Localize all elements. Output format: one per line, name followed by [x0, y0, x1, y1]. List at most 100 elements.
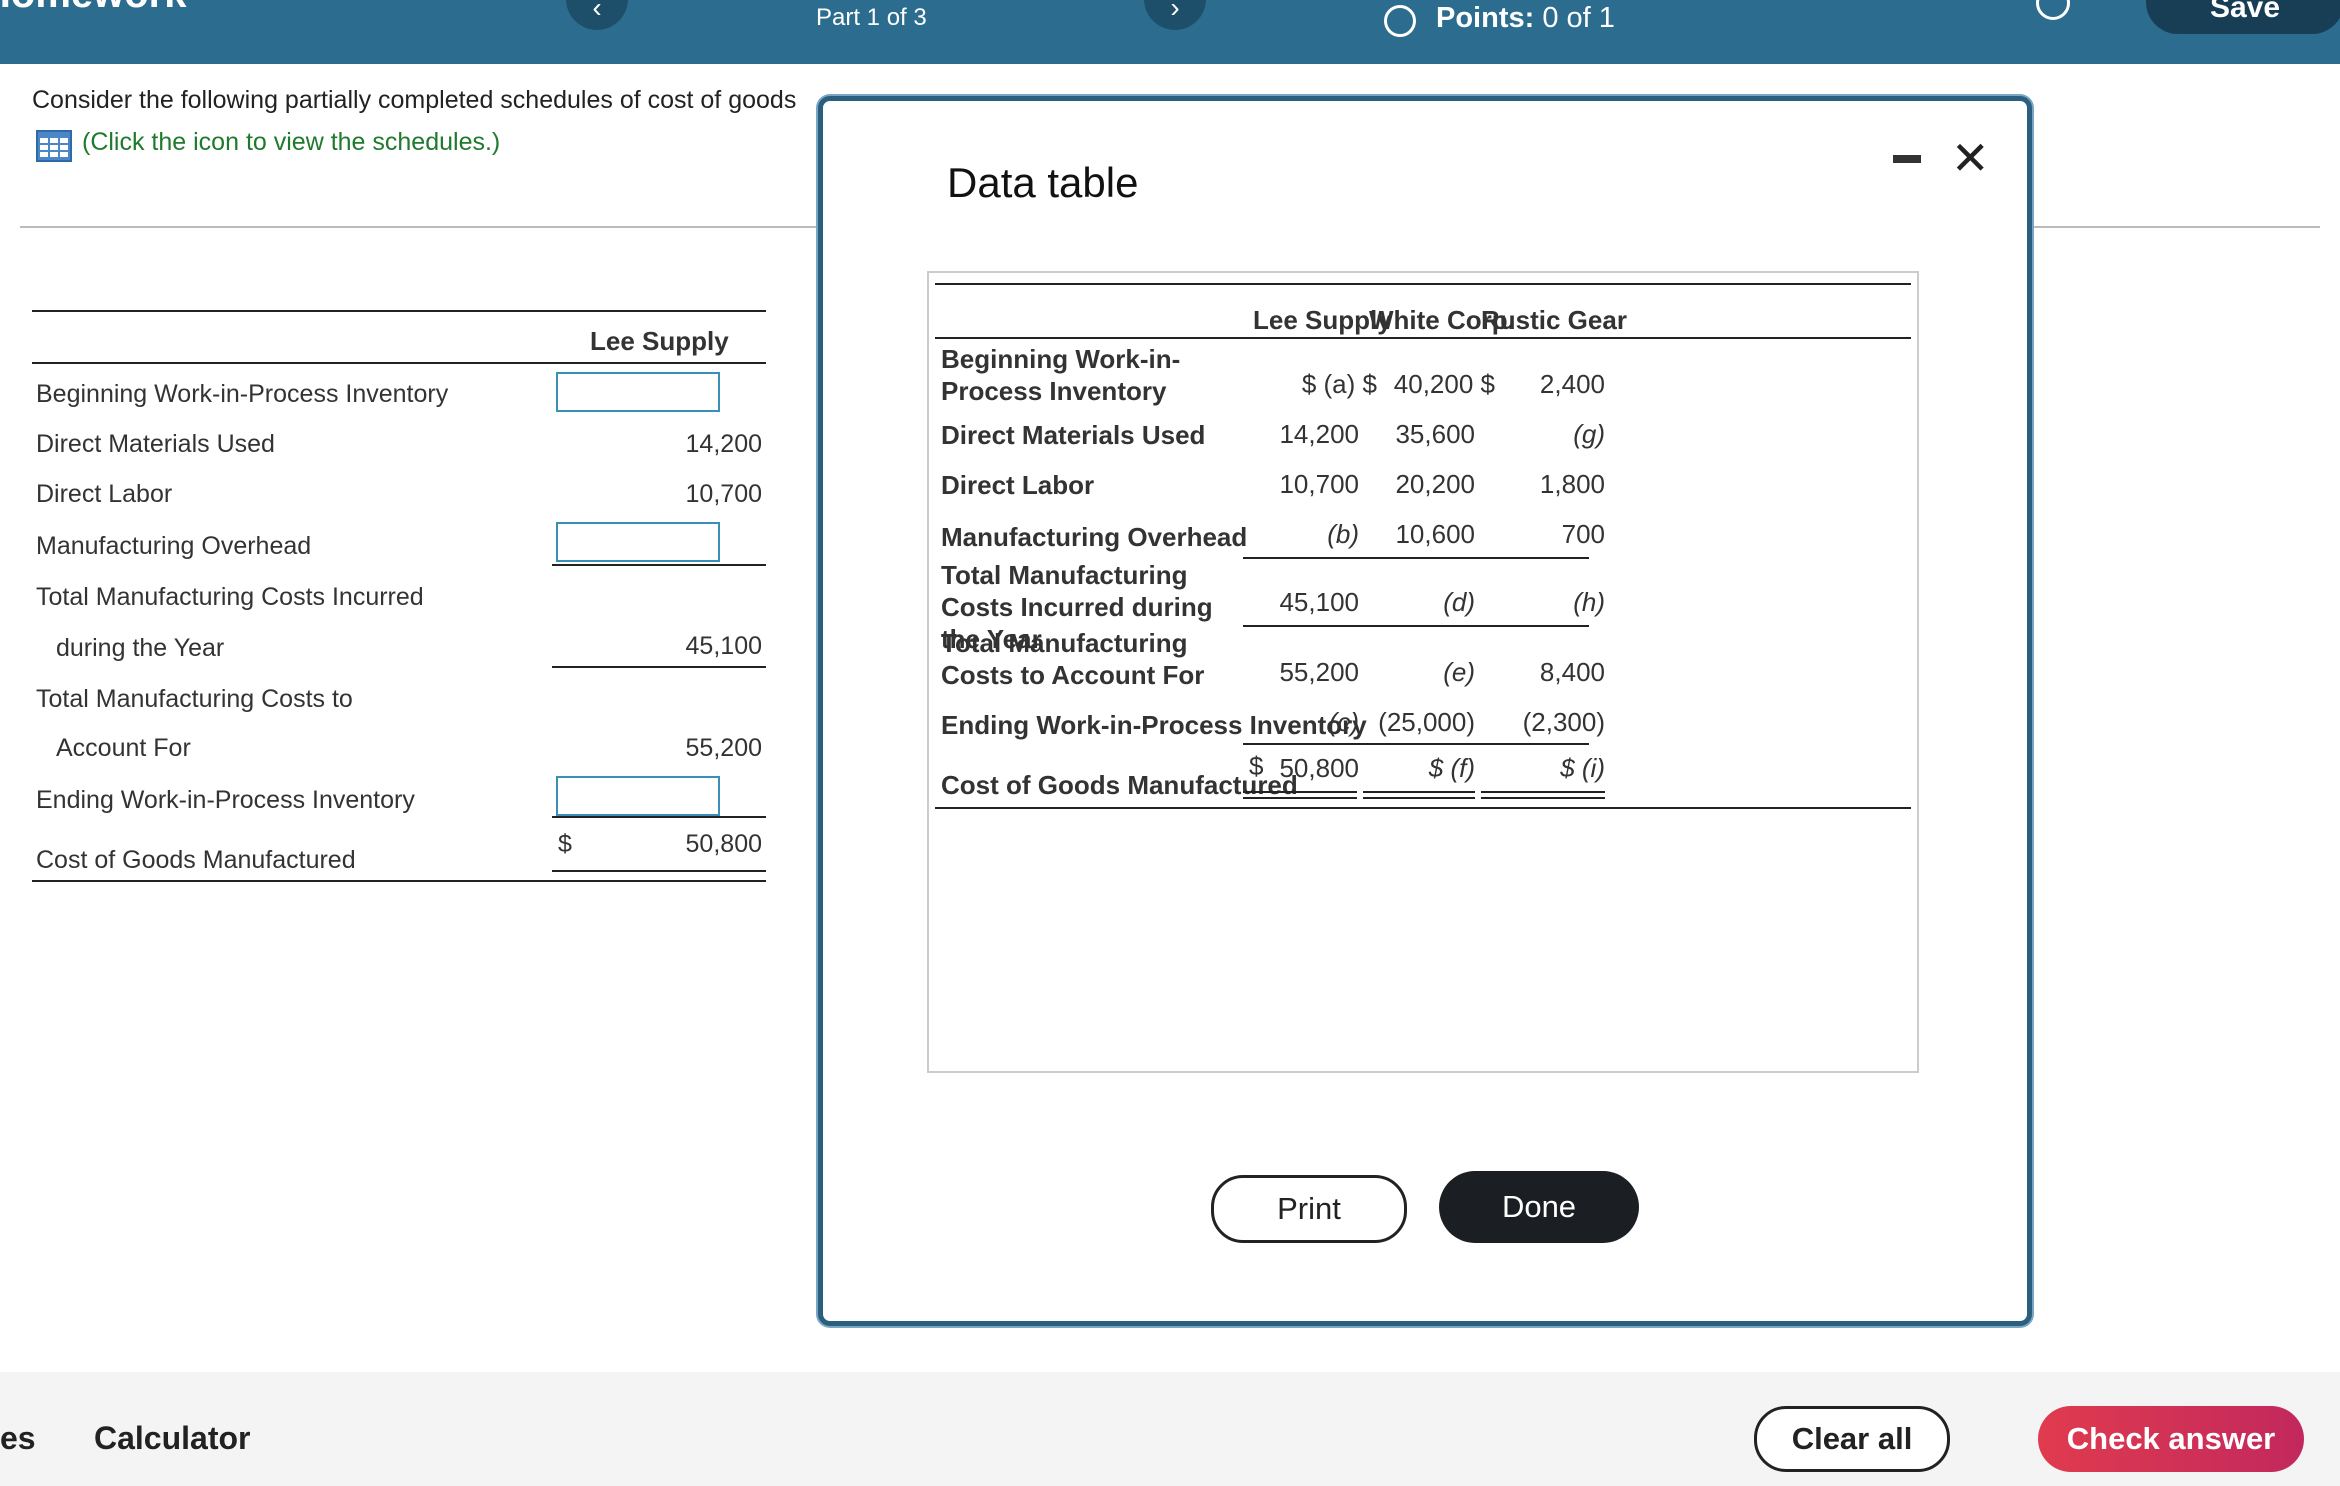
- double-rule: [552, 870, 766, 872]
- cell-value: 8,400: [1539, 657, 1605, 687]
- cell-value: $ (a) $: [1301, 369, 1377, 399]
- double-rule: [1243, 797, 1357, 799]
- dollar-sign: $: [1249, 751, 1264, 781]
- row-label: Direct Materials Used: [941, 420, 1206, 450]
- part-indicator: Part 1 of 3: [816, 4, 927, 31]
- column-header: White Corp.: [1369, 305, 1515, 335]
- done-button[interactable]: Done: [1439, 1171, 1639, 1243]
- chevron-right-icon: ›: [1170, 0, 1180, 23]
- double-rule: [1481, 791, 1605, 793]
- cell-value: (2,300): [1522, 707, 1605, 737]
- table-top-rule: [935, 283, 1911, 285]
- modal-title: Data table: [947, 159, 1139, 206]
- cell-value: 10,600: [1395, 519, 1475, 549]
- page-title: Homework: [0, 0, 187, 17]
- row-label: Beginning Work-in-Process Inventory: [36, 380, 449, 408]
- subtotal-rule: [552, 816, 766, 818]
- row-label: Direct Materials Used: [36, 430, 275, 458]
- previous-part-button[interactable]: ‹: [566, 0, 628, 30]
- cell-value: 700: [1561, 519, 1605, 549]
- cell-value: 20,200: [1395, 469, 1475, 499]
- table-grid-icon[interactable]: [36, 130, 72, 162]
- cell-value: (h): [1573, 587, 1605, 617]
- row-label: Total Manufacturing Costs Incurred: [36, 583, 424, 611]
- cell-value: (d): [1443, 587, 1475, 617]
- data-table-modal: Data table ✕ Lee Supply White Corp. Rust…: [818, 96, 2032, 1326]
- row-label: Direct Labor: [941, 470, 1095, 500]
- top-bar: Homework ‹ › Part 1 of 3 Points: 0 of 1 …: [0, 0, 2340, 64]
- points-indicator: Points: 0 of 1: [1436, 2, 1615, 35]
- bottom-link-partial[interactable]: es: [0, 1420, 36, 1456]
- double-rule: [1363, 791, 1475, 793]
- subtotal-rule: [1243, 557, 1589, 559]
- check-answer-button[interactable]: Check answer: [2038, 1406, 2304, 1472]
- column-header: Lee Supply: [1253, 305, 1392, 335]
- row-label: during the Year: [56, 634, 225, 662]
- cell-value: $ (f): [1428, 753, 1475, 783]
- bottom-bar: [0, 1372, 2340, 1486]
- cell-value: (g): [1573, 419, 1605, 449]
- row-value: 50,800: [685, 830, 762, 858]
- row-label: Account For: [56, 734, 191, 762]
- row-value: 10,700: [685, 480, 762, 508]
- settings-gear-icon[interactable]: [2036, 0, 2070, 20]
- ending-wip-input[interactable]: [556, 776, 720, 816]
- close-icon[interactable]: ✕: [1951, 132, 1990, 184]
- double-rule: [1243, 791, 1357, 793]
- row-label: Manufacturing Overhead: [36, 532, 312, 560]
- minimize-icon[interactable]: [1893, 155, 1921, 163]
- data-table-frame: Lee Supply White Corp. Rustic Gear Begin…: [927, 271, 1919, 1073]
- cell-value: (c): [1328, 707, 1359, 737]
- cell-value: 50,800: [1279, 753, 1359, 783]
- row-label: Ending Work-in-Process Inventory: [36, 786, 415, 814]
- calculator-button[interactable]: Calculator: [94, 1420, 251, 1456]
- row-value: 45,100: [685, 632, 762, 660]
- row-label: Total Manufacturing Costs Incurred durin…: [941, 560, 1213, 654]
- row-value: 55,200: [685, 734, 762, 762]
- table-header-rule: [935, 337, 1911, 339]
- cell-value: 55,200: [1279, 657, 1359, 687]
- column-header: Rustic Gear: [1481, 305, 1627, 335]
- row-label: Beginning Work-in-Process Inventory: [941, 344, 1181, 406]
- row-label: Ending Work-in-Process Inventory: [941, 710, 1367, 740]
- cell-value: (b): [1327, 519, 1359, 549]
- row-label: Total Manufacturing Costs to: [36, 685, 353, 713]
- cell-value: 1,800: [1539, 469, 1605, 499]
- row-label: Cost of Goods Manufactured: [941, 770, 1298, 800]
- subtotal-rule: [1243, 743, 1589, 745]
- total-rule: [32, 880, 766, 882]
- save-button[interactable]: Save: [2146, 0, 2340, 34]
- row-label: Manufacturing Overhead: [941, 522, 1248, 552]
- cell-value: (e): [1443, 657, 1475, 687]
- subtotal-rule: [552, 564, 766, 566]
- cell-value: 14,200: [1279, 419, 1359, 449]
- manufacturing-overhead-input[interactable]: [556, 522, 720, 562]
- cell-value: (25,000): [1378, 707, 1475, 737]
- next-part-button[interactable]: ›: [1144, 0, 1206, 30]
- beginning-wip-input[interactable]: [556, 372, 720, 412]
- schedule-header: Lee Supply: [590, 326, 729, 356]
- total-rule: [935, 807, 1911, 809]
- double-rule: [1363, 797, 1475, 799]
- chevron-left-icon: ‹: [592, 0, 602, 23]
- cell-value: 2,400: [1539, 369, 1605, 399]
- schedule-top-rule: [32, 310, 766, 312]
- row-label: Direct Labor: [36, 480, 173, 508]
- view-schedules-link[interactable]: (Click the icon to view the schedules.): [82, 128, 501, 156]
- cell-value: 35,600: [1395, 419, 1475, 449]
- question-text: Consider the following partially complet…: [32, 86, 797, 114]
- row-label: Cost of Goods Manufactured: [36, 846, 356, 874]
- clear-all-button[interactable]: Clear all: [1754, 1406, 1950, 1472]
- subtotal-rule: [552, 666, 766, 668]
- cell-value: $ (i): [1560, 753, 1605, 783]
- row-label: Total Manufacturing Costs to Account For: [941, 628, 1205, 690]
- cell-value: 45,100: [1279, 587, 1359, 617]
- print-button[interactable]: Print: [1211, 1175, 1407, 1243]
- points-status-icon: [1384, 5, 1416, 37]
- double-rule: [1481, 797, 1605, 799]
- schedule-header-rule: [32, 362, 766, 364]
- row-value: 14,200: [685, 430, 762, 458]
- cell-value: 10,700: [1279, 469, 1359, 499]
- subtotal-rule: [1243, 625, 1589, 627]
- points-label: Points:: [1436, 2, 1535, 34]
